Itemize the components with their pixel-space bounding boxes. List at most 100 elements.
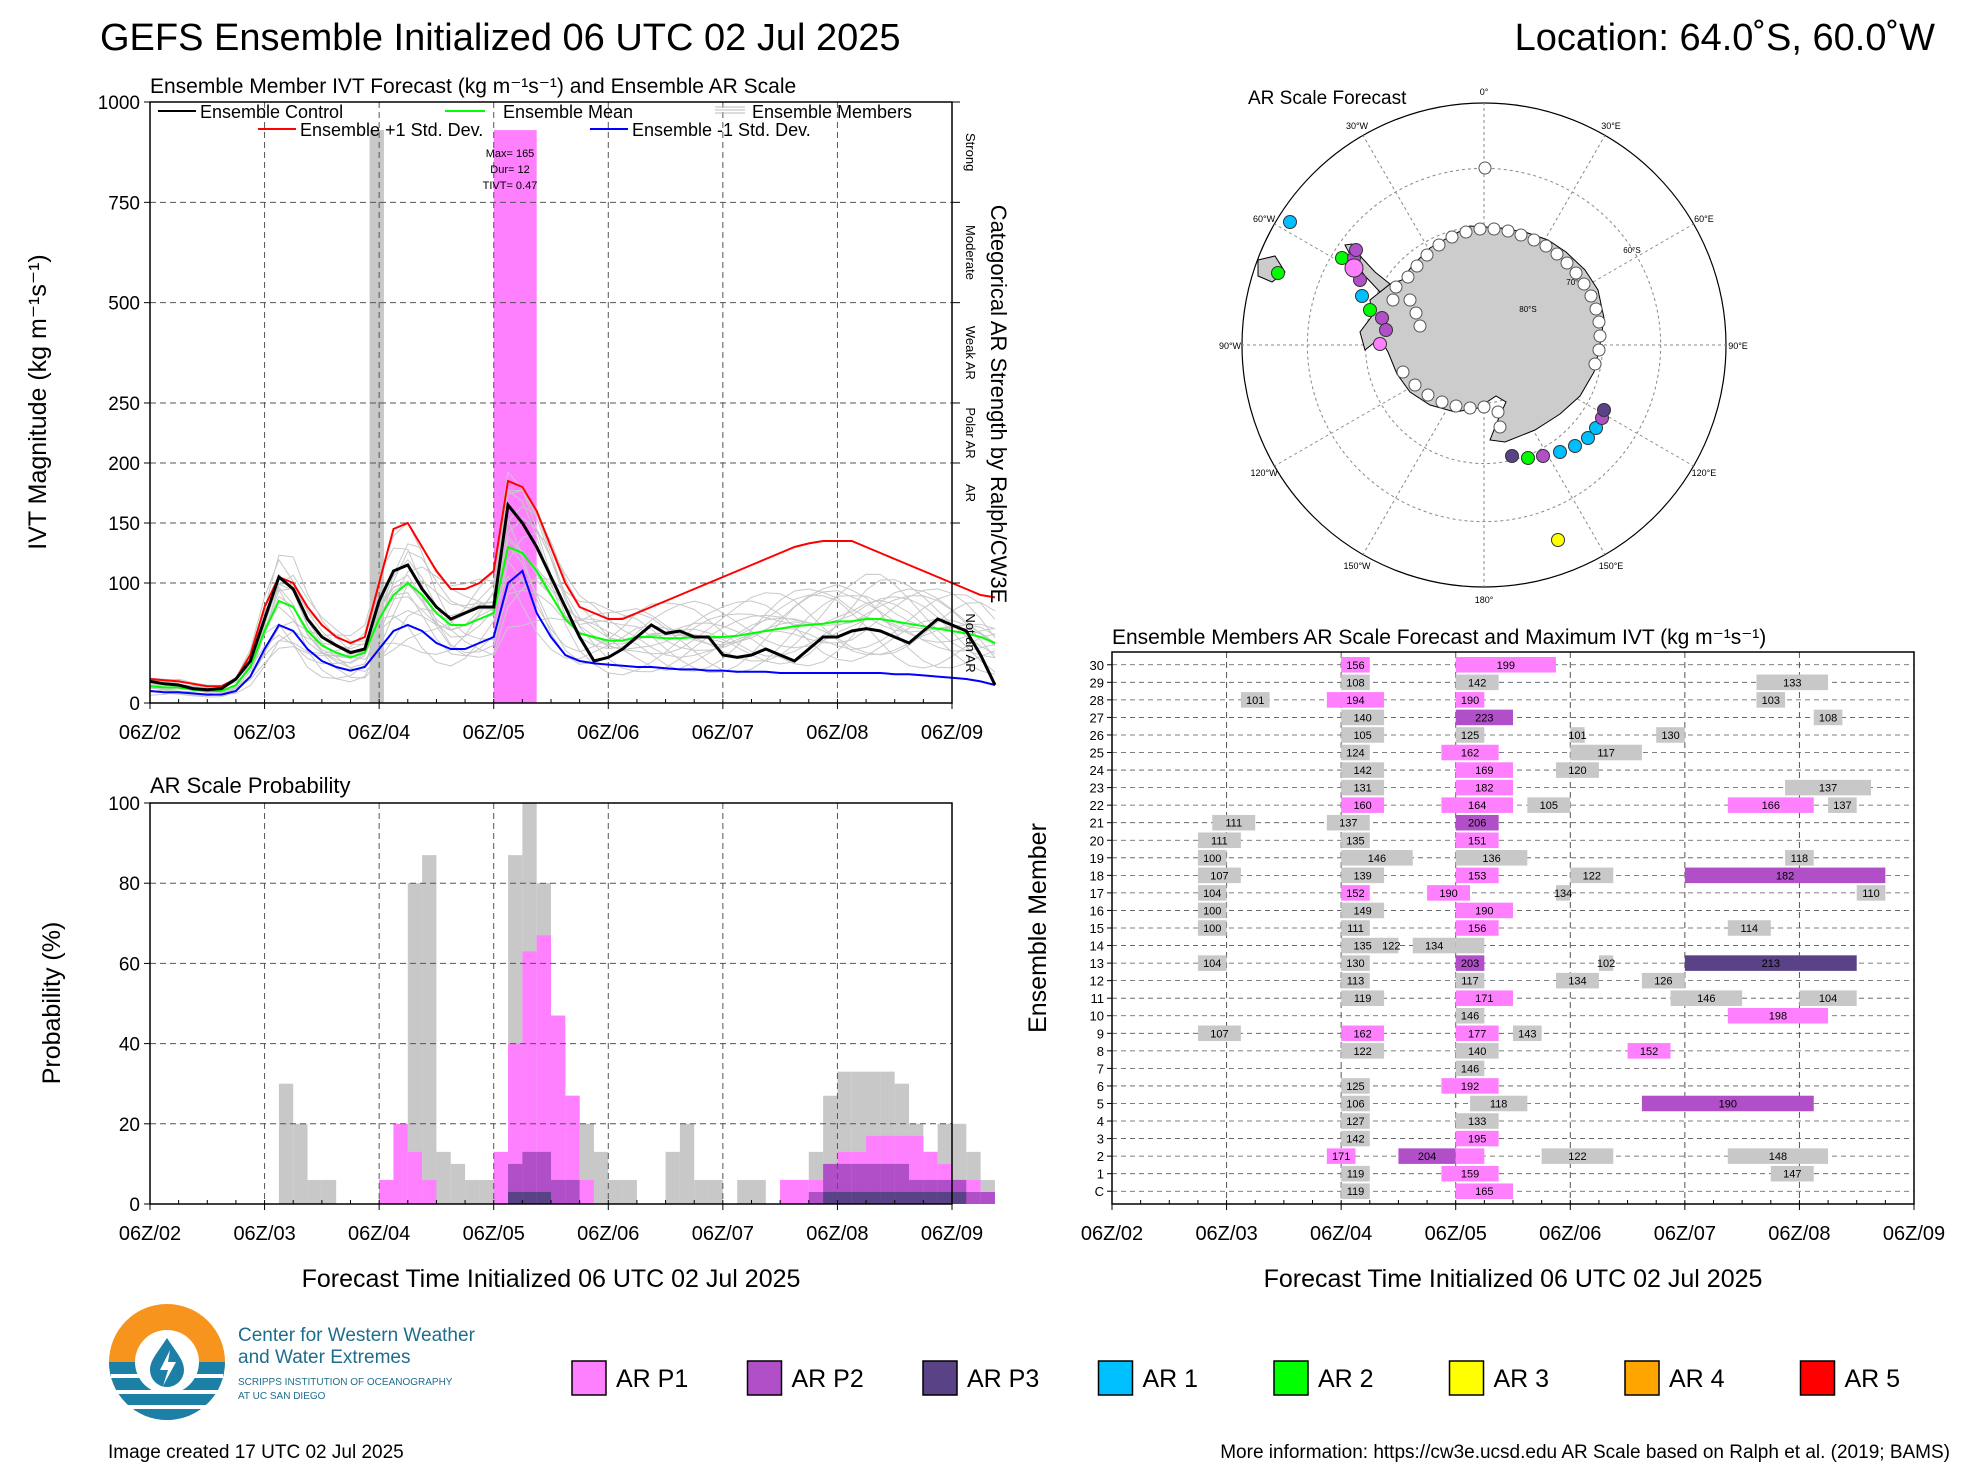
map-member-circle bbox=[1501, 224, 1515, 238]
member-event-max-label: 122 bbox=[1382, 941, 1400, 953]
prob-bar-member bbox=[422, 855, 437, 1204]
member-event-bar bbox=[1341, 674, 1370, 691]
member-event-max-label: 156 bbox=[1346, 660, 1364, 672]
member-event-bar bbox=[1341, 727, 1385, 743]
member-event-bar bbox=[1785, 779, 1872, 796]
prob-bar-member bbox=[307, 1179, 322, 1204]
member-event-max-label: 223 bbox=[1475, 712, 1493, 724]
prob-bar-ar-p1 bbox=[551, 1015, 566, 1204]
ensemble-members-chart: Ensemble Members AR Scale Forecast and M… bbox=[1024, 626, 1945, 1293]
members-ytick-label-1: 1 bbox=[1097, 1167, 1104, 1182]
prob-bar-ar-p3 bbox=[823, 1191, 838, 1204]
map-ar-marker bbox=[1375, 311, 1389, 325]
member-event-max-label: 119 bbox=[1354, 993, 1372, 1005]
member-event-bar bbox=[1455, 972, 1485, 989]
prob-bar-ar-p3 bbox=[894, 1191, 910, 1204]
map-member-circle bbox=[1550, 247, 1564, 261]
member-event-max-label: 105 bbox=[1540, 800, 1558, 812]
member-event-max-label: 122 bbox=[1353, 1046, 1371, 1058]
member-event-max-label: 105 bbox=[1353, 730, 1371, 742]
prob-bar-ar-p1 bbox=[407, 1151, 423, 1204]
member-event-bar bbox=[1570, 867, 1614, 884]
member-event-max-label: 206 bbox=[1468, 818, 1486, 830]
member-event-bar bbox=[1455, 692, 1485, 708]
member-event-max-label: 190 bbox=[1461, 695, 1479, 707]
map-member-circle bbox=[1493, 420, 1507, 434]
members-xtick-label-2: 06Z/04 bbox=[1310, 1223, 1372, 1245]
member-event-bar bbox=[1455, 1043, 1499, 1059]
member-event-bar bbox=[1341, 955, 1370, 971]
member-event-bar bbox=[1455, 937, 1485, 954]
members-ytick-label-19: 19 bbox=[1090, 851, 1104, 866]
map-meridian-11 bbox=[1362, 135, 1485, 346]
map-member-circle bbox=[1592, 343, 1606, 357]
map-member-circle bbox=[1421, 388, 1435, 402]
map-ar-marker bbox=[1551, 533, 1565, 547]
member-event-max-label: 111 bbox=[1225, 818, 1242, 830]
series-line-ensemble-mean bbox=[149, 545, 996, 692]
member-event-bar bbox=[1197, 902, 1227, 919]
members-ytick-label-21: 21 bbox=[1090, 816, 1104, 831]
ensemble-member-line-10 bbox=[149, 489, 996, 692]
member-event-bar bbox=[1427, 885, 1471, 901]
member-event-bar bbox=[1455, 990, 1513, 1006]
member-event-max-label: 118 bbox=[1791, 853, 1809, 865]
member-event-max-label: 194 bbox=[1346, 695, 1364, 707]
members-ytick-label-12: 12 bbox=[1090, 974, 1104, 989]
member-event-max-label: 135 bbox=[1353, 941, 1371, 953]
member-event-bar bbox=[1455, 709, 1513, 726]
prob-bar-ar-p2 bbox=[980, 1191, 995, 1204]
member-event-bar bbox=[1656, 727, 1685, 743]
map-ar-marker bbox=[1379, 323, 1393, 337]
member-event-bar bbox=[1455, 832, 1499, 849]
member-event-max-label: 148 bbox=[1769, 1151, 1787, 1163]
prob-bar-member bbox=[608, 1179, 623, 1204]
member-event-bar bbox=[1197, 955, 1227, 971]
prob-bar-member bbox=[450, 1163, 466, 1204]
member-event-bar bbox=[1627, 1043, 1671, 1059]
legend-label-ar-2: AR 2 bbox=[1318, 1365, 1374, 1393]
legend-swatch-ar-p2 bbox=[746, 1360, 783, 1396]
legend-label-ar-1: AR 1 bbox=[1143, 1365, 1199, 1393]
member-event-max-label: 114 bbox=[1741, 923, 1759, 935]
member-event-max-label: 104 bbox=[1819, 993, 1837, 1005]
member-event-max-label: 149 bbox=[1353, 905, 1371, 917]
member-event-bar bbox=[1326, 692, 1385, 708]
member-event-max-label: 146 bbox=[1461, 1011, 1479, 1023]
prob-bar-member bbox=[278, 1083, 294, 1204]
members-ytick-label-C: C bbox=[1095, 1184, 1104, 1199]
member-event-bar bbox=[1455, 1060, 1485, 1077]
member-event-max-label: 107 bbox=[1210, 870, 1228, 882]
legend-plus-label: Ensemble +1 Std. Dev. bbox=[300, 120, 483, 140]
member-event-bar bbox=[1341, 1165, 1370, 1182]
member-event-bar bbox=[1341, 1025, 1385, 1042]
member-event-bar bbox=[1341, 972, 1370, 989]
members-xtick-label-3: 06Z/05 bbox=[1425, 1223, 1487, 1245]
member-event-bar bbox=[1670, 990, 1743, 1006]
member-event-bar bbox=[1455, 762, 1513, 778]
member-event-bar bbox=[1455, 1183, 1513, 1199]
member-event-max-label: 101 bbox=[1568, 730, 1586, 742]
member-event-bar bbox=[1197, 885, 1227, 901]
member-event-bar bbox=[1341, 902, 1385, 919]
map-lon-label-9: 90°W bbox=[1219, 341, 1242, 351]
member-event-max-label: 137 bbox=[1833, 800, 1851, 812]
prob-ytick-label-0: 0 bbox=[129, 1195, 140, 1216]
members-xtick-label-6: 06Z/08 bbox=[1768, 1223, 1830, 1245]
member-event-bar bbox=[1799, 990, 1857, 1006]
member-event-max-label: 162 bbox=[1461, 748, 1479, 760]
members-ytick-label-7: 7 bbox=[1097, 1061, 1104, 1076]
category-label-5: Not an AR bbox=[963, 613, 978, 672]
prob-bar-member bbox=[293, 1123, 308, 1204]
member-event-bar bbox=[1555, 885, 1571, 901]
category-label-4: AR bbox=[963, 484, 978, 502]
member-event-bar bbox=[1341, 1130, 1370, 1147]
member-event-max-label: 203 bbox=[1461, 958, 1479, 970]
more-info-label: More information: https://cw3e.ucsd.edu … bbox=[1220, 1442, 1950, 1463]
member-event-max-label: 131 bbox=[1353, 783, 1371, 795]
member-event-bar bbox=[1341, 762, 1385, 778]
member-event-max-label: 165 bbox=[1475, 1186, 1493, 1198]
member-event-max-label: 100 bbox=[1203, 853, 1221, 865]
map-lon-label-11: 30°W bbox=[1346, 121, 1369, 131]
member-event-max-label: 137 bbox=[1339, 818, 1357, 830]
